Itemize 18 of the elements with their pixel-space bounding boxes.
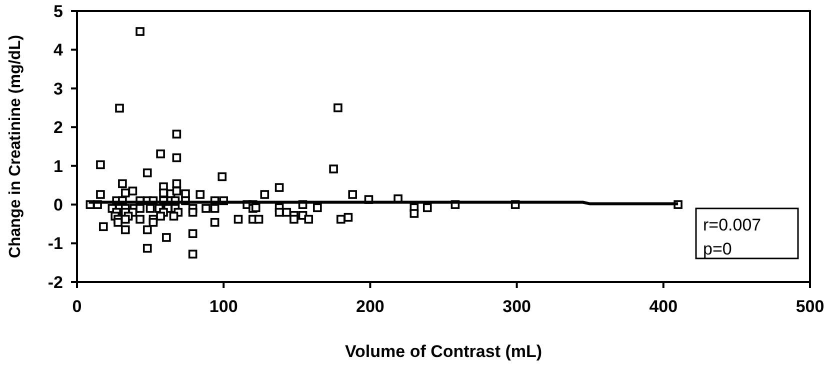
y-tick-label: -2: [48, 272, 63, 292]
y-tick-label: 3: [54, 79, 63, 98]
y-tick-label: -1: [48, 234, 63, 254]
x-tick-label: 0: [72, 297, 82, 316]
x-tick-label: 500: [796, 297, 824, 316]
annotation: r=0.007: [703, 215, 762, 234]
y-tick-label: 1: [54, 156, 63, 176]
x-tick-label: 200: [356, 297, 384, 316]
y-tick-label: 2: [54, 118, 63, 138]
x-axis-title: Volume of Contrast (mL): [344, 342, 542, 361]
x-tick-label: 300: [502, 297, 531, 316]
x-tick-label: 100: [209, 297, 238, 316]
y-tick-label: 0: [54, 196, 63, 215]
y-tick-label: 4: [54, 40, 64, 60]
y-axis-title: Change in Creatinine (mg/dL): [7, 34, 24, 258]
y-tick-label: 5: [54, 2, 63, 21]
x-tick-label: 400: [649, 297, 678, 316]
annotation: p=0: [703, 239, 732, 258]
